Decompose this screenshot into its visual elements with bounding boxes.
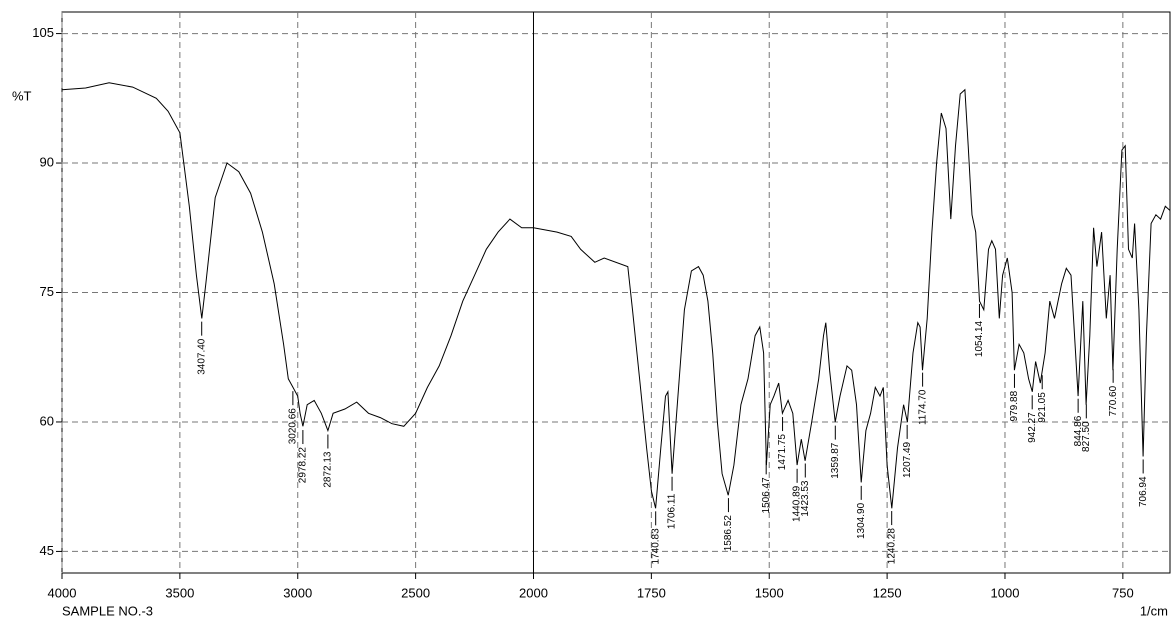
x-tick-label: 2500 (401, 585, 430, 600)
peak-label: 3020.66 (288, 408, 299, 445)
y-tick-label: 75 (40, 284, 54, 299)
x-tick-label: 1250 (873, 585, 902, 600)
x-tick-label: 1750 (637, 585, 666, 600)
peak-label: 1240.28 (886, 528, 897, 565)
peak-label: 2872.13 (323, 451, 334, 488)
peak-label: 1586.52 (723, 515, 734, 552)
peak-label: 1423.53 (800, 480, 811, 517)
peak-label: 706.94 (1138, 476, 1149, 507)
peak-label: 1740.83 (650, 528, 661, 565)
peak-label: 3407.40 (196, 338, 207, 375)
x-tick-label: 750 (1112, 585, 1134, 600)
spectrum-line (61, 82, 1171, 509)
peak-label: 1054.14 (974, 320, 985, 357)
peak-label: 942.27 (1027, 412, 1038, 443)
y-tick-label: 60 (40, 413, 54, 428)
peak-label: 844.86 (1073, 415, 1084, 446)
peak-label: 1471.75 (777, 434, 788, 471)
x-tick-label: 3500 (165, 585, 194, 600)
peak-label: 1304.90 (856, 502, 867, 539)
y-tick-label: 45 (40, 543, 54, 558)
peak-label: 827.50 (1081, 421, 1092, 452)
y-tick-label: 90 (40, 154, 54, 169)
x-tick-label: 1000 (991, 585, 1020, 600)
peak-label: 1506.47 (761, 477, 772, 514)
peak-label: 1440.89 (792, 485, 803, 522)
x-tick-label: 2000 (519, 585, 548, 600)
x-tick-label: 4000 (48, 585, 77, 600)
peak-label: 2978.22 (298, 447, 309, 484)
peak-label: 921.05 (1037, 392, 1048, 423)
y-tick-label: 105 (32, 25, 54, 40)
peak-label: 1359.87 (830, 442, 841, 479)
peak-label: 979.88 (1009, 390, 1020, 421)
x-tick-label: 1500 (755, 585, 784, 600)
x-axis-label: 1/cm (1140, 603, 1168, 618)
peak-label: 770.60 (1108, 385, 1119, 416)
y-axis-label: %T (12, 88, 32, 103)
x-tick-label: 3000 (283, 585, 312, 600)
peak-label: 1207.49 (902, 441, 913, 478)
peak-label: 1174.70 (917, 389, 928, 425)
peak-label: 1706.11 (667, 493, 678, 529)
sample-label: SAMPLE NO.-3 (62, 603, 153, 618)
